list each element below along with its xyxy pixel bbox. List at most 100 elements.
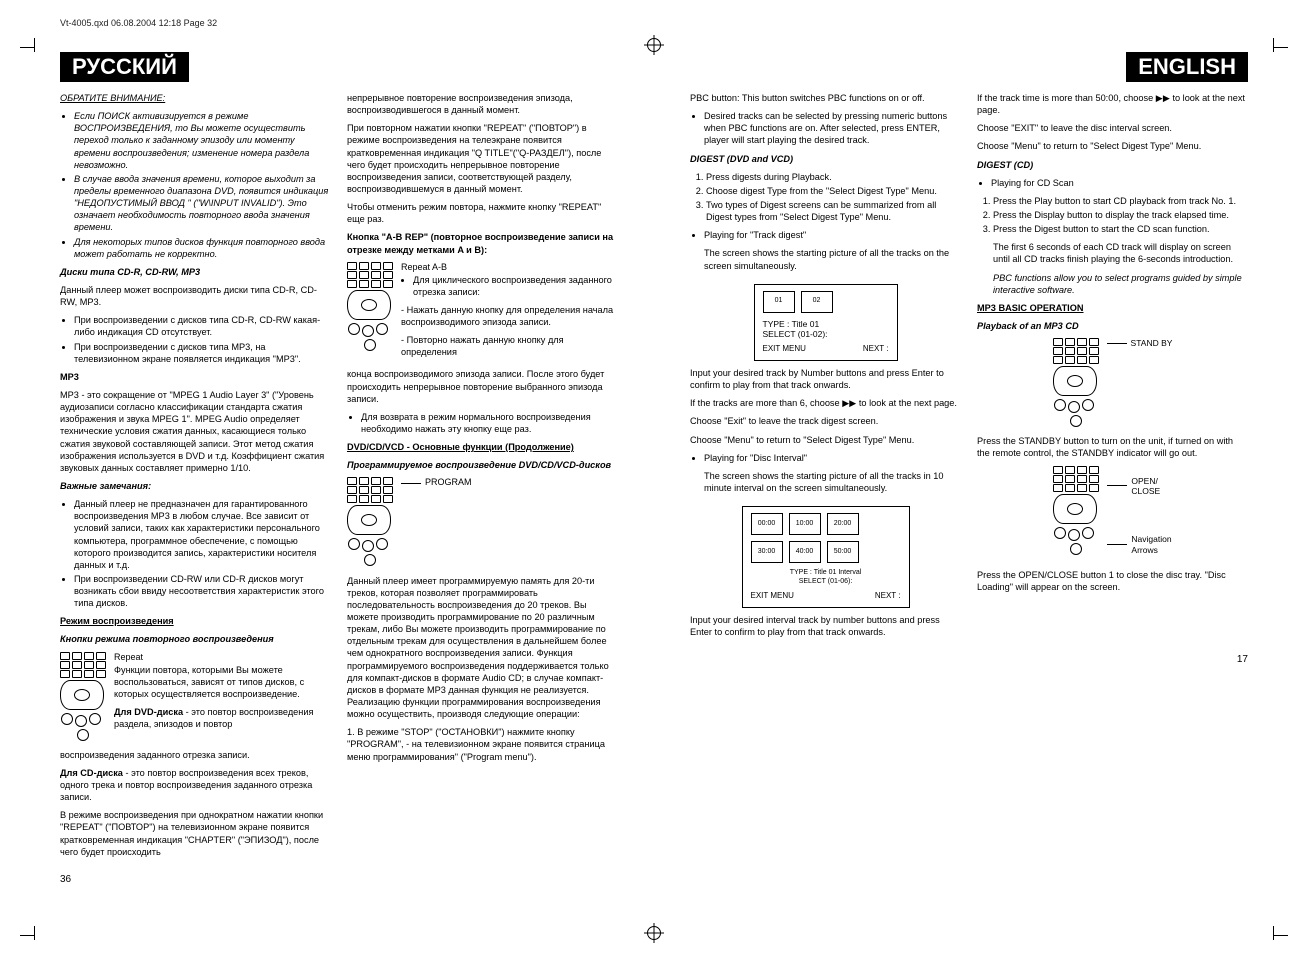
- col2-cont: непрерывное повторение воспроизведения э…: [347, 92, 618, 116]
- remote-icon: [1053, 338, 1099, 431]
- pbc-note: PBC functions allow you to select progra…: [993, 272, 1248, 296]
- disc-interval-body: The screen shows the starting picture of…: [704, 470, 961, 494]
- mp3-heading: MP3: [60, 371, 331, 383]
- prog-sub: Программируемое воспроизведение DVD/CD/V…: [347, 459, 618, 471]
- screen-track-digest: 01 02 TYPE : Title 01 SELECT (01-02): EX…: [754, 284, 898, 361]
- discs-item: При воспроизведении с дисков типа CD-R, …: [74, 314, 331, 338]
- screen-next: NEXT :: [863, 344, 889, 354]
- repeat-body: Функции повтора, которыми Вы можете восп…: [114, 664, 331, 700]
- digest-dvd-item: Choose digest Type from the "Select Dige…: [706, 185, 961, 197]
- digest-cd-tail: The first 6 seconds of each CD track wil…: [993, 241, 1248, 265]
- screen-cell: 30:00: [751, 541, 783, 563]
- open-close-label: OPEN/ CLOSE: [1131, 476, 1160, 496]
- digest-dvd-item: Press digests during Playback.: [706, 171, 961, 183]
- screen-exit: EXIT MENU: [751, 591, 794, 601]
- repeat-after: воспроизведения заданного отрезка записи…: [60, 749, 331, 761]
- digest-cd-item: Press the Display button to display the …: [993, 209, 1248, 221]
- remote-icon: [60, 652, 106, 745]
- abrep-bullet: Для циклического воспроизведения заданно…: [413, 274, 618, 298]
- digest-cd-item: Press the Digest button to start the CD …: [993, 223, 1248, 235]
- remote-icon: [347, 262, 393, 355]
- abrep-heading: Кнопка "A-B REP" (повторное воспроизведе…: [347, 231, 618, 255]
- remote-icon: [347, 477, 393, 570]
- interval-input: Input your desired interval track by num…: [690, 614, 961, 638]
- lang-ru-header: РУССКИЙ: [60, 52, 189, 82]
- digest-cd-heading: DIGEST (CD): [977, 159, 1248, 171]
- screen-line: TYPE : Title 01 Interval: [751, 569, 901, 578]
- remote-icon: [1053, 466, 1099, 559]
- repeat-dvd: Для DVD-диска - это повтор воспроизведен…: [114, 706, 331, 730]
- open-body: Press the OPEN/CLOSE button 1 to close t…: [977, 569, 1248, 593]
- digest-dvd-item: Two types of Digest screens can be summa…: [706, 199, 961, 223]
- prog-step1: 1. В режиме "STOP" ("ОСТАНОВКИ") нажмите…: [347, 726, 618, 762]
- print-header: Vt-4005.qxd 06.08.2004 12:18 Page 32: [60, 18, 1248, 28]
- repeat-cd: Для CD-диска - это повтор воспроизведени…: [60, 767, 331, 803]
- fast-forward-icon: ▶▶: [842, 398, 856, 408]
- disc-interval-bullet: Playing for "Disc Interval": [704, 452, 961, 464]
- navigation-arrows-label: Navigation Arrows: [1131, 534, 1171, 554]
- note-item: Если ПОИСК активизируется в режиме ВОСПР…: [74, 110, 331, 171]
- discs-intro: Данный плеер может воспроизводить диски …: [60, 284, 331, 308]
- screen-cell: 50:00: [827, 541, 859, 563]
- fast-forward-icon: ▶▶: [1156, 93, 1170, 103]
- note-heading: ОБРАТИТЕ ВНИМАНИЕ:: [60, 92, 331, 104]
- prog-fig-label: PROGRAM: [425, 477, 472, 489]
- pbc-item: Desired tracks can be selected by pressi…: [704, 110, 961, 146]
- prog-body: Данный плеер имеет программируемую памят…: [347, 575, 618, 721]
- ru-col-2: непрерывное повторение воспроизведения э…: [347, 92, 618, 864]
- screen-cell: 20:00: [827, 513, 859, 535]
- repeat-fig-label: Repeat: [114, 652, 331, 664]
- standby-body: Press the STANDBY button to turn on the …: [977, 435, 1248, 459]
- en-col-2: If the track time is more than 50:00, ch…: [977, 92, 1248, 644]
- input-p2: If the tracks are more than 6, choose ▶▶…: [690, 397, 961, 409]
- screen-disc-interval: 00:00 10:00 20:00 30:00 40:00 50:00 TYPE…: [742, 506, 910, 608]
- mp3-body: MP3 - это сокращение от "MPEG 1 Audio La…: [60, 389, 331, 474]
- input-p4: Choose "Menu" to return to "Select Diges…: [690, 434, 961, 446]
- discs-item: При воспроизведении с дисков типа MP3, н…: [74, 341, 331, 365]
- page-number-left: 36: [60, 874, 618, 885]
- playmode-sub: Кнопки режима повторного воспроизведения: [60, 633, 331, 645]
- screen-cell: 10:00: [789, 513, 821, 535]
- screen-line: SELECT (01-02):: [763, 329, 889, 340]
- mp3-basic-sub: Playback of an MP3 CD: [977, 320, 1248, 332]
- abrep-tail: конца воспроизводимого эпизода записи. П…: [347, 368, 618, 404]
- abrep-sub2: - Повторно нажать данную кнопку для опре…: [401, 334, 618, 358]
- input-p3: Choose "Exit" to leave the track digest …: [690, 415, 961, 427]
- crop-marks-top: [0, 38, 1308, 56]
- screen-cell: 02: [801, 291, 833, 313]
- input-p1: Input your desired track by Number butto…: [690, 367, 961, 391]
- screen-exit: EXIT MENU: [763, 344, 806, 354]
- abrep-sub1: - Нажать данную кнопку для определения н…: [401, 304, 618, 328]
- notes2-item: При воспроизведении CD-RW или CD-R диско…: [74, 573, 331, 609]
- screen-cell: 00:00: [751, 513, 783, 535]
- col2-top3: Choose "Menu" to return to "Select Diges…: [977, 140, 1248, 152]
- crop-marks-bottom: [0, 926, 1308, 944]
- repeat-tail: В режиме воспроизведения при однократном…: [60, 809, 331, 858]
- col2-p2: При повторном нажатии кнопки "REPEAT" ("…: [347, 122, 618, 195]
- notes2-heading: Важные замечания:: [60, 480, 331, 492]
- screen-line: SELECT (01-06):: [751, 578, 901, 587]
- pbc-p1: PBC button: This button switches PBC fun…: [690, 92, 961, 104]
- abrep-fig-label: Repeat A-B: [401, 262, 618, 274]
- note-item: В случае ввода значения времени, которое…: [74, 173, 331, 234]
- notes2-item: Данный плеер не предназначен для гаранти…: [74, 498, 331, 571]
- digest-cd-item: Press the Play button to start CD playba…: [993, 195, 1248, 207]
- track-digest-body: The screen shows the starting picture of…: [704, 247, 961, 271]
- track-digest-bullet: Playing for "Track digest": [704, 229, 961, 241]
- screen-line: TYPE : Title 01: [763, 319, 889, 330]
- page-number-right: 17: [690, 654, 1248, 665]
- screen-cell: 01: [763, 291, 795, 313]
- discs-heading: Диски типа CD-R, CD-RW, MP3: [60, 266, 331, 278]
- en-col-1: PBC button: This button switches PBC fun…: [690, 92, 961, 644]
- lang-en-header: ENGLISH: [1126, 52, 1248, 82]
- digest-cd-bullet: Playing for CD Scan: [991, 177, 1248, 189]
- prog-heading: DVD/CD/VCD - Основные функции (Продолжен…: [347, 441, 618, 453]
- screen-cell: 40:00: [789, 541, 821, 563]
- playmode-heading: Режим воспроизведения: [60, 615, 331, 627]
- screen-next: NEXT :: [875, 591, 901, 601]
- col2-p3: Чтобы отменить режим повтора, нажмите кн…: [347, 201, 618, 225]
- ru-col-1: ОБРАТИТЕ ВНИМАНИЕ: Если ПОИСК активизиру…: [60, 92, 331, 864]
- col2-top1: If the track time is more than 50:00, ch…: [977, 92, 1248, 116]
- mp3-basic-heading: MP3 BASIC OPERATION: [977, 302, 1248, 314]
- note-item: Для некоторых типов дисков функция повто…: [74, 236, 331, 260]
